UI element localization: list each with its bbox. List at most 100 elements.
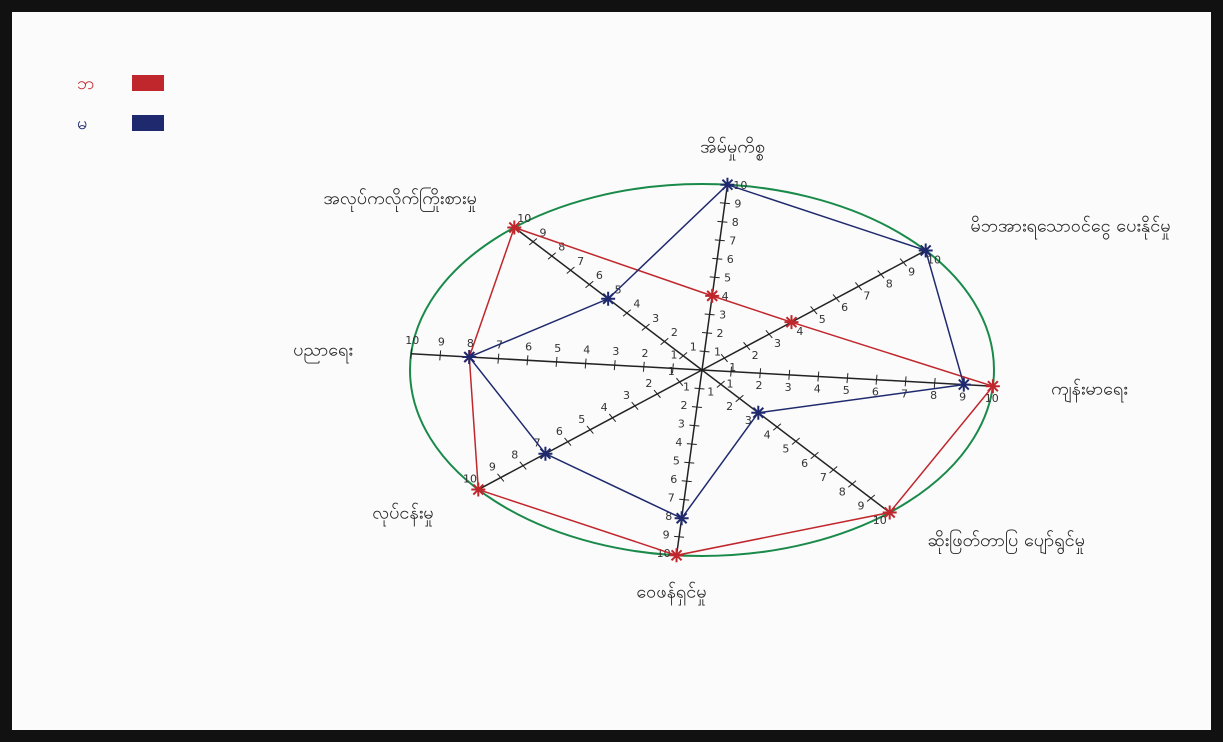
page: 12345678910အိမ်မှုကိစ္စ12345678910မိဘအား… xyxy=(0,0,1223,742)
tick-label: 4 xyxy=(633,298,640,311)
tick-mark xyxy=(847,373,848,383)
tick-mark xyxy=(717,221,727,222)
data-point xyxy=(705,289,719,303)
category-label: ဆိုးဖြတ်တာပြ ပျော်ရွင်မှု xyxy=(927,529,1085,554)
data-point xyxy=(601,292,615,306)
data-point xyxy=(670,548,684,562)
tick-label: 1 xyxy=(690,340,697,353)
tick-mark xyxy=(676,378,682,386)
tick-mark xyxy=(674,536,684,537)
tick-mark xyxy=(715,240,725,241)
tick-label: 2 xyxy=(641,347,648,360)
legend-swatch xyxy=(132,115,164,131)
tick-label: 3 xyxy=(652,312,659,325)
tick-mark xyxy=(692,407,702,408)
data-point xyxy=(986,379,1000,393)
tick-mark xyxy=(710,277,720,278)
data-point xyxy=(507,221,521,235)
tick-label: 7 xyxy=(668,492,675,505)
tick-label: 1 xyxy=(707,386,714,399)
tick-mark xyxy=(934,378,935,388)
tick-mark xyxy=(712,258,722,259)
data-point xyxy=(883,505,897,519)
tick-mark xyxy=(614,360,615,370)
tick-label: 5 xyxy=(724,271,731,284)
tick-mark xyxy=(527,355,528,365)
tick-label: 8 xyxy=(930,389,937,402)
tick-mark xyxy=(811,306,817,314)
tick-mark xyxy=(878,271,884,279)
tick-label: 4 xyxy=(796,325,803,338)
tick-mark xyxy=(687,444,697,445)
tick-label: 4 xyxy=(814,382,821,395)
tick-mark xyxy=(679,499,689,500)
tick-mark xyxy=(760,368,761,378)
tick-label: 6 xyxy=(670,473,677,486)
tick-label: 5 xyxy=(673,455,680,468)
tick-label: 6 xyxy=(556,425,563,438)
category-label: အလုပ်ကလိုက်ကြိုးစားမှု xyxy=(323,187,476,212)
tick-mark xyxy=(684,462,694,463)
tick-mark xyxy=(689,425,699,426)
tick-label: 1 xyxy=(714,346,721,359)
tick-label: 3 xyxy=(785,381,792,394)
tick-label: 5 xyxy=(782,443,789,456)
tick-label: 3 xyxy=(774,337,781,350)
tick-label: 9 xyxy=(734,197,741,210)
tick-mark xyxy=(520,462,526,470)
tick-label: 2 xyxy=(752,349,759,362)
tick-label: 9 xyxy=(438,335,445,348)
tick-mark xyxy=(855,282,861,290)
category-label: အိမ်မှုကိစ္စ xyxy=(700,137,765,161)
tick-label: 10 xyxy=(463,473,477,486)
legend-swatch xyxy=(132,75,164,91)
tick-mark xyxy=(789,370,790,380)
data-point xyxy=(919,243,933,257)
tick-label: 2 xyxy=(756,379,763,392)
tick-mark xyxy=(497,474,503,482)
legend-label: မ xyxy=(77,113,87,134)
data-point xyxy=(471,483,485,497)
tick-label: 7 xyxy=(863,289,870,302)
tick-mark xyxy=(556,357,557,367)
tick-label: 9 xyxy=(857,500,864,513)
tick-label: 8 xyxy=(511,449,518,462)
tick-label: 4 xyxy=(764,428,771,441)
tick-label: 4 xyxy=(675,436,682,449)
tick-label: 5 xyxy=(819,313,826,326)
tick-label: 6 xyxy=(727,253,734,266)
tick-mark xyxy=(818,372,819,382)
tick-label: 8 xyxy=(839,485,846,498)
tick-mark xyxy=(565,438,571,446)
tick-label: 5 xyxy=(554,342,561,355)
tick-mark xyxy=(694,388,704,389)
data-point xyxy=(784,315,798,329)
category-label: ဝေဖန်ရှင်မှု xyxy=(636,581,706,605)
tick-mark xyxy=(900,259,906,267)
tick-mark xyxy=(587,426,593,434)
tick-mark xyxy=(905,376,906,386)
tick-label: 9 xyxy=(489,461,496,474)
tick-mark xyxy=(766,330,772,338)
tick-label: 10 xyxy=(405,334,419,347)
tick-label: 3 xyxy=(612,345,619,358)
tick-label: 6 xyxy=(596,269,603,282)
tick-label: 1 xyxy=(683,380,690,393)
tick-label: 5 xyxy=(578,413,585,426)
tick-mark xyxy=(498,354,499,364)
tick-label: 3 xyxy=(623,389,630,402)
tick-label: 2 xyxy=(680,399,687,412)
legend-label: ဘ xyxy=(77,73,94,94)
tick-mark xyxy=(440,350,441,360)
data-point xyxy=(957,378,971,392)
tick-mark xyxy=(585,359,586,369)
tick-mark xyxy=(876,375,877,385)
tick-label: 6 xyxy=(841,301,848,314)
tick-mark xyxy=(632,402,638,410)
tick-label: 7 xyxy=(729,234,736,247)
data-point xyxy=(462,350,476,364)
category-label: ပညာရေး xyxy=(293,340,353,364)
tick-label: 4 xyxy=(583,344,590,357)
tick-label: 2 xyxy=(717,327,724,340)
tick-mark xyxy=(682,481,692,482)
